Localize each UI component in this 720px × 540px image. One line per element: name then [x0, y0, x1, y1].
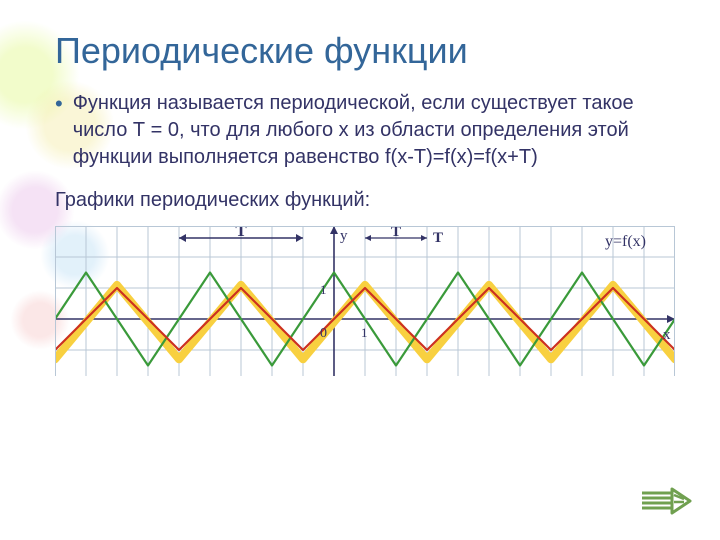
- periodic-chart: T T Ty x 0 1 1 y=f(x): [55, 226, 675, 376]
- svg-text:T: T: [235, 226, 247, 240]
- next-arrow-button[interactable]: [640, 487, 692, 522]
- svg-text:T: T: [391, 226, 401, 240]
- arrow-right-icon: [640, 487, 692, 517]
- bullet-text: Функция называется периодической, если с…: [73, 90, 675, 171]
- svg-text:y=f(x): y=f(x): [605, 233, 646, 250]
- svg-text:1: 1: [361, 325, 368, 340]
- bullet-item: • Функция называется периодической, если…: [55, 90, 675, 171]
- slide: Периодические функции • Функция называет…: [0, 0, 720, 396]
- svg-text:y: y: [340, 228, 348, 244]
- subtitle: Графики периодических функций:: [55, 189, 675, 212]
- svg-text:x: x: [663, 327, 671, 343]
- bullet-dot-icon: •: [55, 90, 63, 119]
- slide-title: Периодические функции: [55, 30, 675, 72]
- svg-text:T: T: [433, 230, 443, 246]
- svg-text:0: 0: [320, 326, 327, 341]
- chart-svg: T T Ty x 0 1 1 y=f(x): [55, 226, 675, 376]
- svg-text:1: 1: [320, 282, 327, 297]
